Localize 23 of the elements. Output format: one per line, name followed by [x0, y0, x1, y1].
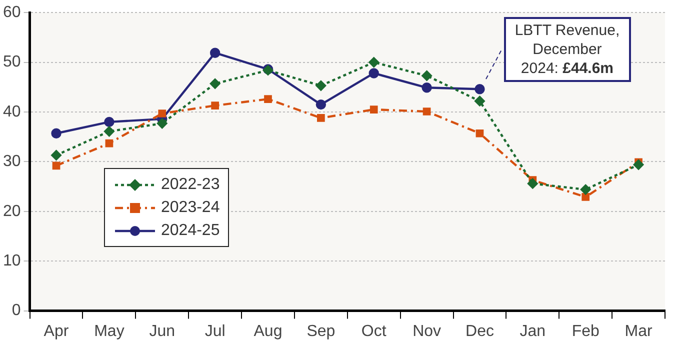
- legend-label: 2024-25: [161, 222, 220, 240]
- x-tick-label: Oct: [361, 322, 387, 340]
- y-tick-label: 40: [3, 103, 21, 120]
- annotation: LBTT Revenue, December 2024: £44.6m: [504, 16, 631, 82]
- legend-label: 2022-23: [161, 176, 220, 194]
- y-tick-label: 10: [3, 252, 21, 270]
- x-tick-label: May: [94, 322, 124, 340]
- x-tick-label: Nov: [412, 322, 442, 340]
- x-tick-label: Apr: [44, 322, 70, 340]
- x-tick-label: Sep: [306, 322, 336, 340]
- x-tick-label: Dec: [466, 322, 494, 340]
- y-tick-label: 50: [3, 54, 21, 71]
- y-tick-label: 60: [3, 4, 21, 22]
- x-tick-label: Jan: [520, 322, 546, 340]
- x-tick-label: Jul: [204, 322, 226, 340]
- x-tick-label: Aug: [254, 322, 282, 340]
- legend-label: 2023-24: [161, 198, 220, 216]
- y-tick-label: 0: [12, 302, 21, 320]
- x-tick-label: Jun: [149, 322, 176, 340]
- y-tick-label: 30: [3, 153, 21, 170]
- y-tick-label: 20: [3, 202, 21, 220]
- x-tick-label: Mar: [624, 322, 653, 340]
- x-tick-label: Feb: [572, 322, 600, 340]
